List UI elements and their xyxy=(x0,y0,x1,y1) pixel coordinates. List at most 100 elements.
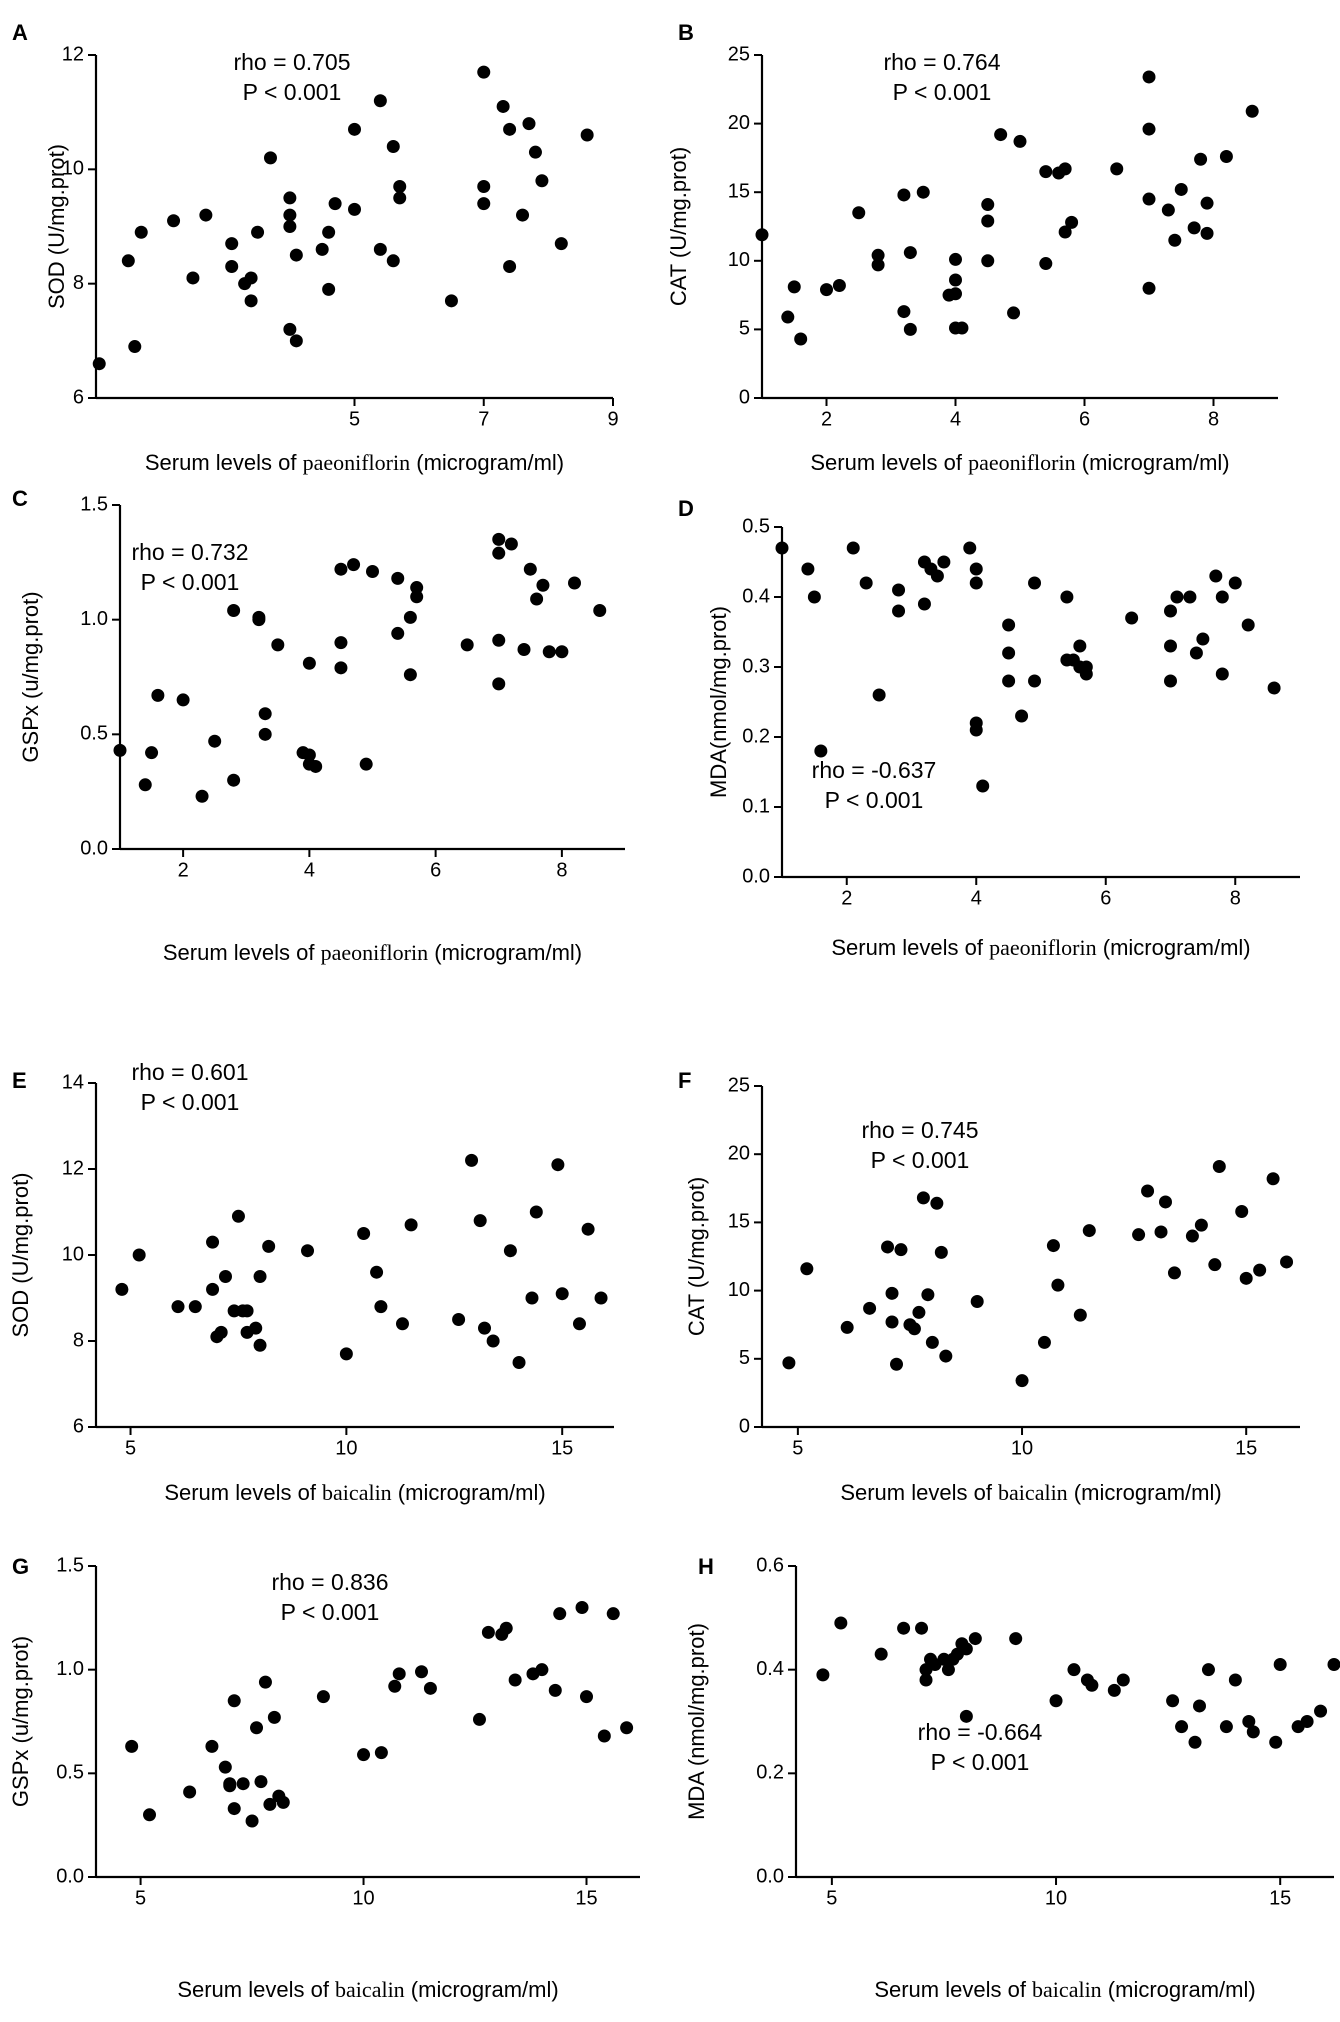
data-point xyxy=(244,271,258,285)
data-point xyxy=(315,242,329,256)
data-point xyxy=(934,1245,948,1259)
data-point xyxy=(834,1616,848,1630)
data-point xyxy=(1228,1673,1242,1687)
correlation-annotation: rho = 0.836 P < 0.001 xyxy=(271,1569,388,1625)
data-point xyxy=(523,562,537,576)
data-point xyxy=(1245,104,1259,118)
correlation-annotation: rho = -0.664 P < 0.001 xyxy=(918,1719,1043,1775)
data-point xyxy=(1058,162,1072,176)
data-point xyxy=(472,1712,486,1726)
x-tick-label: 6 xyxy=(1079,409,1090,431)
data-point xyxy=(890,1357,903,1371)
data-point xyxy=(916,1191,930,1205)
data-point xyxy=(227,1802,241,1816)
data-point xyxy=(359,757,373,771)
y-tick-label: 10 xyxy=(62,158,84,180)
data-point xyxy=(1235,1204,1249,1218)
y-tick-label: 0.5 xyxy=(742,515,770,537)
data-point xyxy=(283,220,297,233)
data-point xyxy=(128,340,142,354)
data-point xyxy=(1082,1224,1096,1238)
panel-c: C 0.0 0.5 1.0 1.5 2 4 6 8 GSPx (u/mg.prot) Serum l… xyxy=(12,486,625,965)
data-point xyxy=(167,214,181,228)
data-point xyxy=(171,1300,185,1314)
x-tick-label: 7 xyxy=(478,409,489,431)
data-point xyxy=(535,1663,549,1677)
data-point xyxy=(225,260,239,274)
data-point xyxy=(1051,1278,1065,1292)
x-axis-label: Serum levels of paeoniflorin (microgram/… xyxy=(810,450,1229,475)
data-point xyxy=(963,541,977,555)
data-point xyxy=(263,1797,277,1811)
data-point xyxy=(492,677,506,691)
data-point xyxy=(125,1739,139,1753)
data-point xyxy=(508,1673,522,1687)
data-point xyxy=(1141,1184,1155,1198)
data-point xyxy=(981,198,995,212)
data-point xyxy=(208,734,222,748)
x-tick-label: 10 xyxy=(352,1888,374,1910)
data-point xyxy=(1085,1678,1099,1692)
data-point xyxy=(968,1632,982,1646)
data-point xyxy=(1015,709,1029,723)
y-tick-label: 1.5 xyxy=(56,1554,84,1576)
correlation-annotation: rho = -0.637 P < 0.001 xyxy=(812,757,937,813)
data-point xyxy=(357,1748,371,1762)
data-point xyxy=(555,645,569,659)
data-point xyxy=(916,185,930,199)
data-point xyxy=(969,562,983,576)
data-point xyxy=(874,1647,888,1661)
data-point xyxy=(1142,70,1156,84)
data-point xyxy=(218,1760,232,1774)
data-point xyxy=(1215,590,1229,604)
data-point xyxy=(289,248,303,262)
y-axis-label: SOD (U/mg.prot) xyxy=(44,144,69,309)
y-axis-label: MDA (nmol/mg.prot) xyxy=(684,1623,709,1820)
data-point xyxy=(322,225,336,239)
data-point xyxy=(871,248,885,262)
data-point xyxy=(283,322,297,336)
x-tick-label: 4 xyxy=(971,888,982,910)
x-tick-label: 9 xyxy=(607,409,618,431)
data-point xyxy=(206,1282,220,1296)
data-point xyxy=(969,723,983,737)
data-point xyxy=(816,1668,830,1682)
data-point xyxy=(504,537,518,551)
y-tick-label: 5 xyxy=(739,1347,750,1369)
x-tick-label: 5 xyxy=(792,1438,803,1460)
data-point xyxy=(1002,618,1016,632)
data-point xyxy=(1193,1699,1206,1713)
data-point xyxy=(555,1287,569,1301)
data-point xyxy=(176,693,190,707)
x-axis-label: Serum levels of baicalin (microgram/ml) xyxy=(164,1480,545,1505)
panel-e: E 6 8 10 12 14 5 10 15 SOD (U/mg.prot) Serum level… xyxy=(8,1059,614,1505)
data-point xyxy=(554,237,568,251)
data-point xyxy=(263,151,277,165)
data-point xyxy=(1132,1228,1146,1242)
data-point xyxy=(183,1785,197,1799)
data-point xyxy=(1209,569,1223,583)
data-point xyxy=(231,1209,245,1223)
y-tick-label: 6 xyxy=(73,1415,84,1437)
data-point xyxy=(1215,667,1229,681)
data-point xyxy=(580,128,594,142)
y-tick-label: 12 xyxy=(62,43,84,65)
x-tick-label: 2 xyxy=(178,860,189,882)
y-tick-label: 14 xyxy=(62,1071,84,1093)
y-axis-label: SOD (U/mg.prot) xyxy=(8,1172,33,1337)
y-tick-label: 10 xyxy=(62,1243,84,1265)
data-point xyxy=(410,581,424,595)
data-point xyxy=(919,1673,933,1687)
data-point xyxy=(949,252,962,266)
data-point xyxy=(496,99,510,113)
data-point xyxy=(1201,1663,1215,1677)
data-point xyxy=(536,578,550,592)
data-point xyxy=(794,332,808,346)
data-point xyxy=(415,1665,429,1679)
data-point xyxy=(1037,1335,1051,1349)
data-point xyxy=(374,1300,388,1314)
data-point xyxy=(1039,165,1053,179)
y-tick-label: 12 xyxy=(62,1157,84,1179)
y-axis-label: GSPx (u/mg.prot) xyxy=(8,1636,33,1807)
data-point xyxy=(1219,1720,1233,1734)
